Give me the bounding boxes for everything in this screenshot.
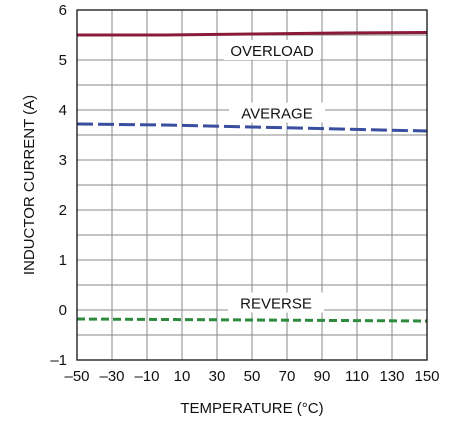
y-tick-label: 3 (59, 152, 67, 169)
y-tick-label: 5 (59, 52, 67, 69)
y-tick-label: 6 (59, 2, 67, 19)
y-tick-label: –1 (50, 352, 67, 369)
x-tick-label: –30 (99, 368, 124, 385)
series-line-overload (77, 31, 428, 37)
plot-frame (76, 9, 428, 361)
x-tick-label: 90 (314, 368, 331, 385)
series-label-average: AVERAGE (241, 106, 312, 123)
x-tick-label: 30 (209, 368, 226, 385)
series-label-overload: OVERLOAD (230, 43, 314, 60)
y-tick-label: 4 (59, 102, 67, 119)
series-label-bg (228, 292, 324, 313)
series-line-average (76, 122, 428, 133)
x-tick-label: 50 (244, 368, 261, 385)
y-tick-label: 0 (59, 302, 67, 319)
x-tick-label: 150 (414, 368, 439, 385)
x-tick-label: 10 (174, 368, 191, 385)
series-label-bg (229, 102, 325, 123)
series-label-reverse: REVERSE (240, 296, 312, 313)
x-axis-title: TEMPERATURE (°C) (180, 400, 323, 417)
y-tick-label: 2 (59, 202, 67, 219)
x-tick-label: 130 (379, 368, 404, 385)
x-tick-label: 70 (279, 368, 296, 385)
series-line-reverse (76, 317, 428, 323)
x-tick-label: –10 (134, 368, 159, 385)
series-labels: OVERLOAD AVERAGE REVERSE (224, 40, 325, 313)
x-tick-label: 110 (345, 368, 369, 385)
series-label-bg (224, 40, 320, 60)
y-tick-label: 1 (59, 252, 67, 269)
x-tick-label: –50 (64, 368, 89, 385)
series-lines (76, 31, 428, 323)
y-axis-title: INDUCTOR CURRENT (A) (21, 95, 38, 275)
